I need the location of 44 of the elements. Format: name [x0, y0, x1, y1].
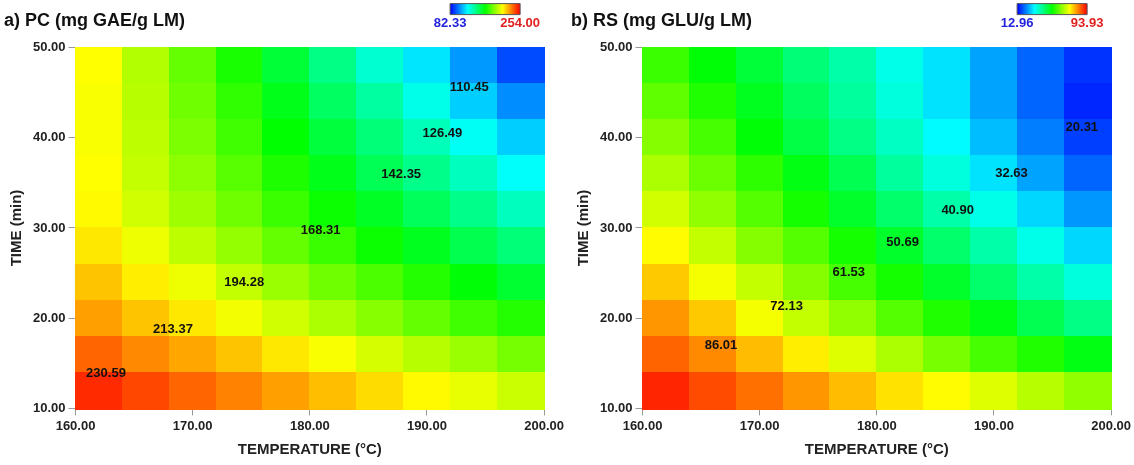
y-tick-label: 40.00	[599, 129, 633, 145]
x-tick-label: 170.00	[172, 417, 213, 433]
chart-title: a) PC (mg GAE/g LM)	[4, 9, 185, 30]
annotation: 50.69	[886, 234, 919, 250]
color-bar-label: 254.00	[500, 14, 540, 30]
color-bar-label: 82.33	[433, 14, 467, 30]
y-tick-label: 20.00	[599, 309, 633, 325]
annotation: 213.37	[153, 320, 193, 336]
x-axis-title: TEMPERATURE (°C)	[804, 440, 949, 458]
y-tick-label: 10.00	[599, 399, 633, 415]
annotation: 126.49	[422, 124, 463, 140]
annotation: 86.01	[704, 336, 738, 352]
y-tick-label: 20.00	[32, 309, 66, 325]
x-axis-title: TEMPERATURE (°C)	[237, 440, 382, 458]
color-bar-label: 12.96	[1000, 14, 1034, 30]
y-tick-label: 30.00	[599, 219, 633, 235]
y-axis-title: TIME (min)	[574, 189, 592, 267]
color-bar-label: 93.93	[1070, 14, 1104, 30]
x-tick-label: 170.00	[739, 417, 780, 433]
annotation: 230.59	[86, 364, 126, 380]
annotation: 168.31	[300, 222, 341, 238]
annotation: 110.45	[449, 78, 489, 94]
x-tick-label: 180.00	[289, 417, 330, 433]
x-tick-label: 160.00	[55, 417, 96, 433]
annotation: 20.31	[1065, 119, 1099, 135]
annotation: 142.35	[381, 166, 422, 182]
annotation: 72.13	[770, 298, 803, 314]
y-tick-label: 50.00	[599, 39, 633, 55]
y-tick-label: 10.00	[32, 399, 66, 415]
annotation: 61.53	[832, 263, 865, 279]
annotation: 40.90	[941, 202, 974, 218]
y-axis-title: TIME (min)	[7, 189, 25, 267]
x-tick-label: 180.00	[856, 417, 897, 433]
annotation: 194.28	[224, 274, 265, 290]
annotation: 32.63	[995, 165, 1028, 181]
x-tick-label: 160.00	[622, 417, 663, 433]
x-tick-label: 190.00	[407, 417, 447, 433]
x-tick-label: 190.00	[974, 417, 1014, 433]
y-tick-label: 40.00	[32, 129, 66, 145]
y-tick-label: 50.00	[32, 39, 66, 55]
chart-title: b) RS (mg GLU/g LM)	[571, 9, 752, 30]
x-tick-label: 200.00	[524, 417, 564, 433]
x-tick-label: 200.00	[1091, 417, 1131, 433]
y-tick-label: 30.00	[32, 219, 66, 235]
